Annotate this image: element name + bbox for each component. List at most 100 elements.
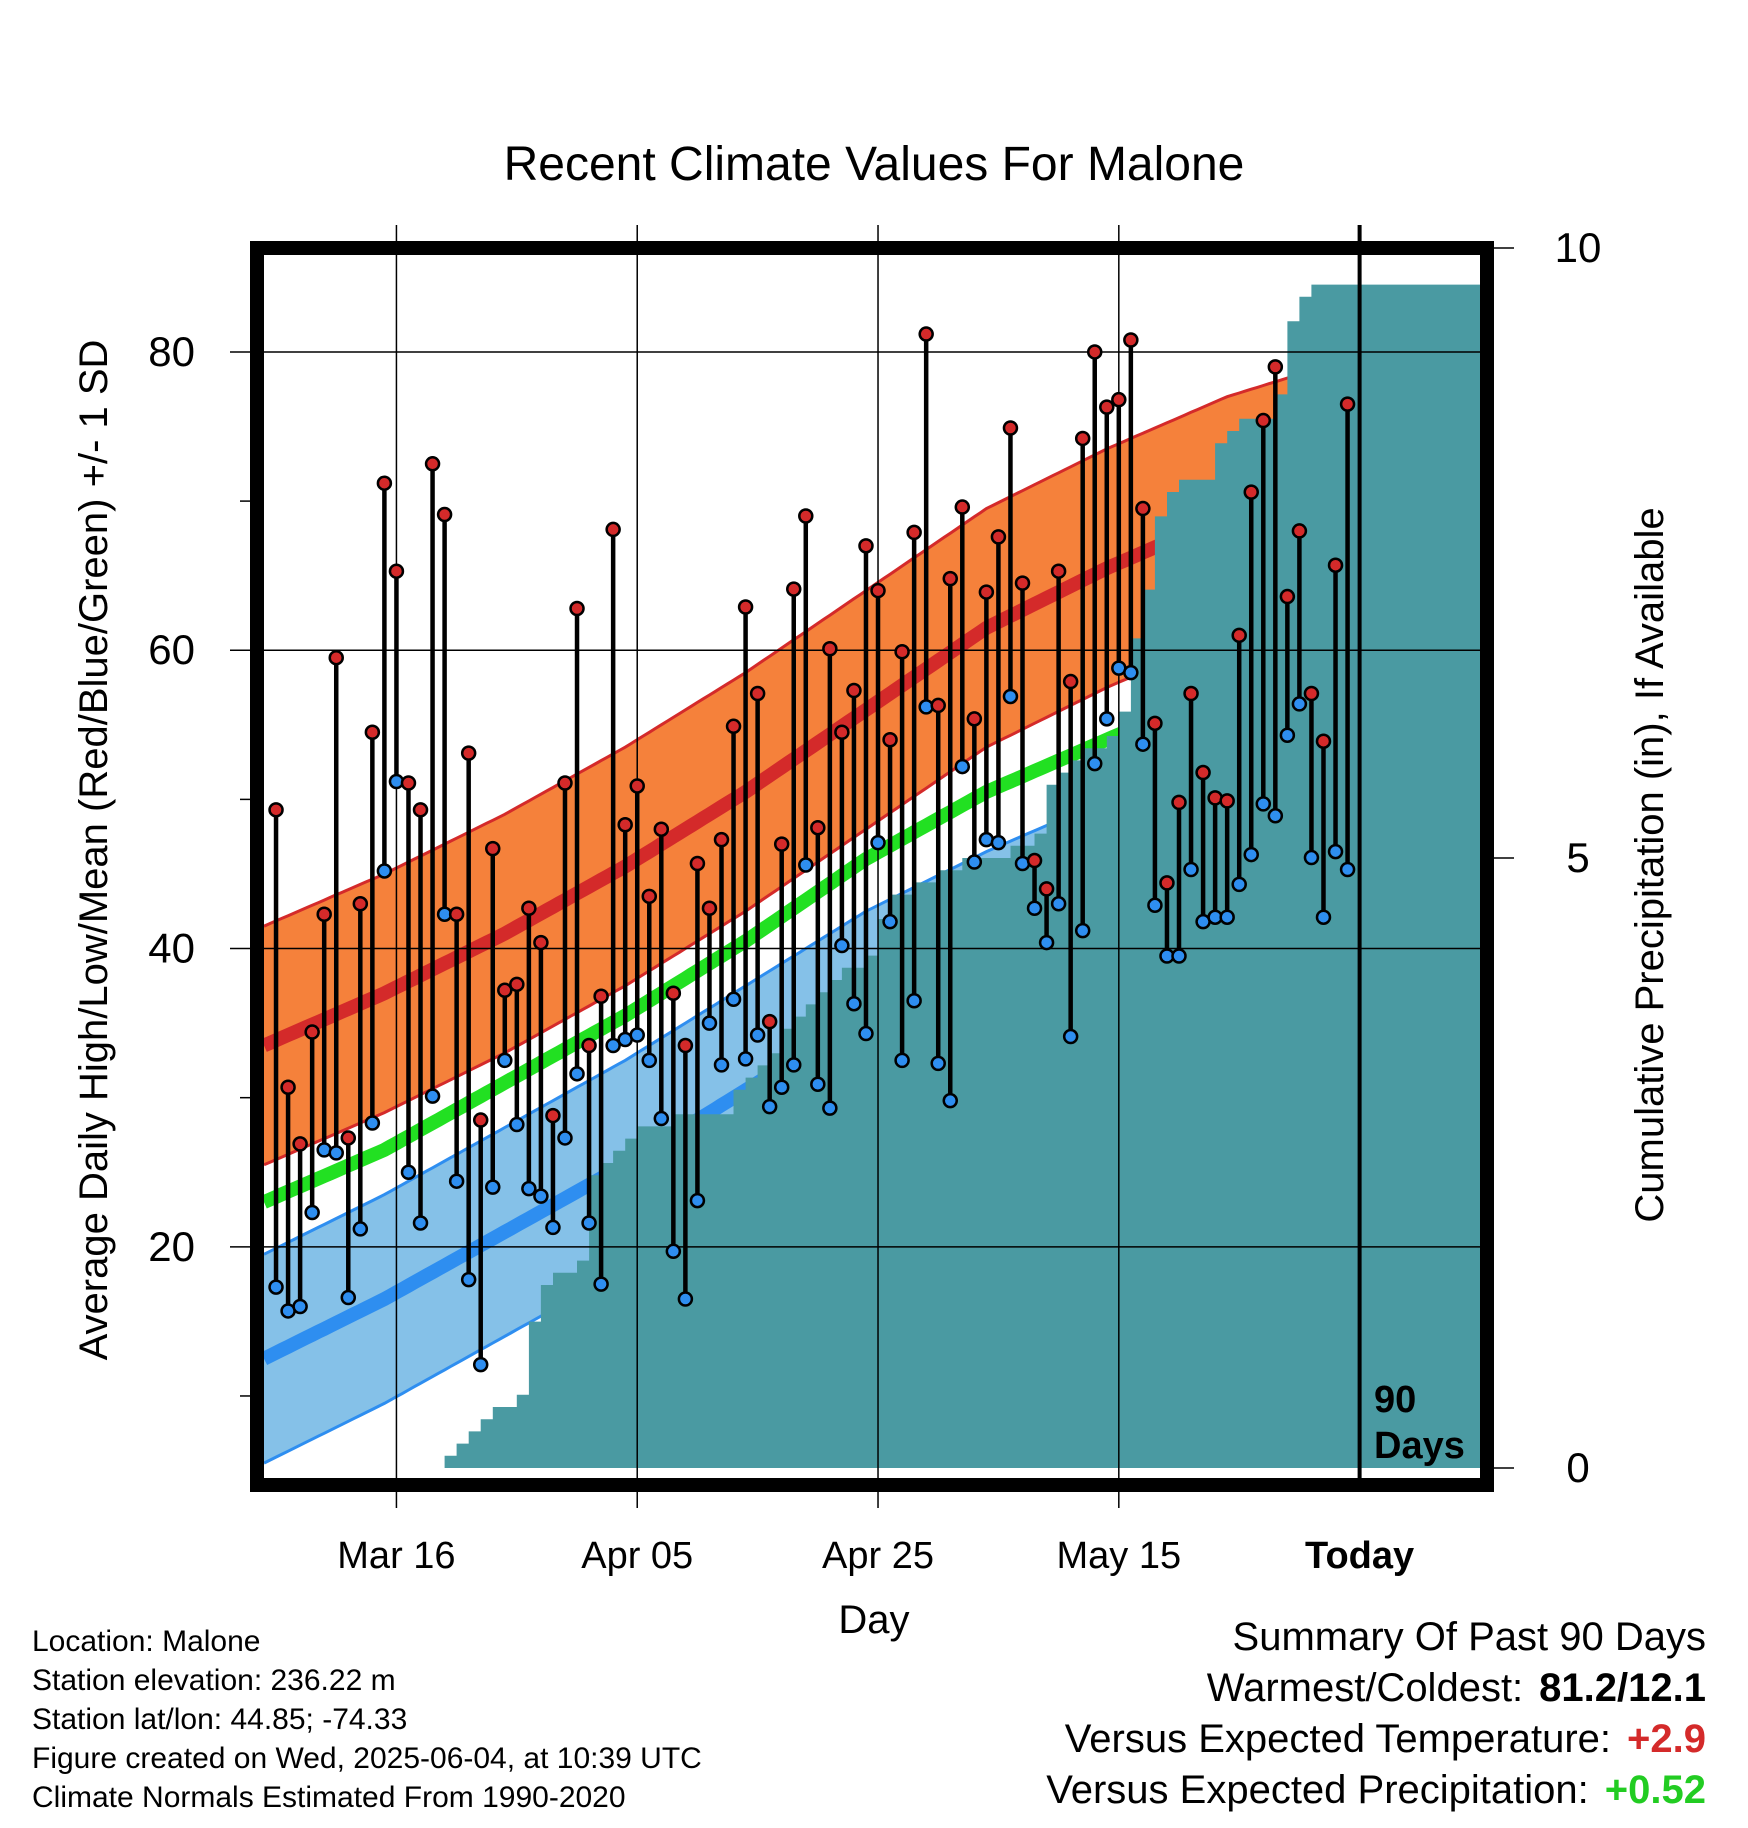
daily-low-point [882, 913, 898, 930]
daily-high-point [436, 506, 453, 523]
daily-high-point [641, 888, 658, 905]
y2-axis-label: Cumulative Precipitation (in), If Availa… [1628, 507, 1672, 1222]
daily-high-point [810, 819, 826, 836]
daily-low-point [569, 1066, 585, 1082]
daily-high-point [798, 508, 814, 524]
temp-anomaly-value: +2.9 [1627, 1717, 1706, 1761]
daily-high-point [870, 582, 886, 599]
daily-low-point [1279, 727, 1296, 744]
daily-high-point [1099, 399, 1115, 415]
daily-high-point [966, 711, 983, 727]
daily-high-point [412, 802, 429, 818]
daily-high-point [376, 475, 393, 491]
summary-precip-row: Versus Expected Precipitation: +0.52 [1046, 1765, 1706, 1816]
daily-low-point [713, 1057, 730, 1073]
daily-high-point [713, 831, 730, 848]
daily-low-point [834, 937, 850, 954]
daily-high-point [653, 821, 670, 837]
daily-high-point [545, 1107, 561, 1124]
daily-low-point [810, 1076, 826, 1093]
warm-cold-value: 81.2/12.1 [1539, 1666, 1706, 1710]
daily-low-point [1267, 808, 1284, 824]
daily-high-point [569, 600, 585, 617]
daily-low-point [785, 1057, 802, 1073]
daily-high-point [316, 906, 332, 922]
daily-low-point [653, 1110, 670, 1127]
daily-low-point [858, 1025, 874, 1042]
daily-low-point [364, 1115, 381, 1131]
daily-low-point [942, 1092, 959, 1109]
daily-high-point [400, 775, 417, 791]
daily-high-point [581, 1037, 597, 1054]
daily-high-point [1171, 794, 1187, 811]
daily-low-point [930, 1055, 946, 1072]
daily-high-point [677, 1037, 694, 1054]
daily-high-point [340, 1130, 357, 1146]
daily-high-point [701, 900, 718, 917]
daily-high-point [737, 599, 754, 615]
daily-high-point [1255, 412, 1272, 429]
daily-low-point [352, 1221, 369, 1237]
daily-high-point [1219, 793, 1235, 809]
daily-high-point [846, 682, 862, 699]
daily-high-point [1111, 391, 1127, 408]
daily-high-point [304, 1024, 320, 1040]
daily-high-point [1038, 881, 1055, 897]
daily-high-point [1026, 852, 1043, 869]
daily-high-point [1147, 715, 1163, 732]
station-info: Location: Malone Station elevation: 236.… [32, 1622, 702, 1817]
daily-high-point [328, 649, 344, 666]
daily-low-point [593, 1276, 609, 1292]
summary-panel: Summary Of Past 90 Days Warmest/Coldest:… [1046, 1612, 1706, 1816]
daily-high-point [605, 521, 621, 538]
daily-high-point [785, 581, 802, 597]
daily-high-point [1159, 875, 1175, 891]
daily-high-point [665, 985, 682, 1002]
daily-low-point [677, 1291, 694, 1307]
daily-low-point [1099, 711, 1115, 727]
x-tick-label: May 15 [1056, 1535, 1181, 1577]
daily-low-point [1074, 922, 1091, 939]
daily-low-point [725, 991, 742, 1007]
daily-low-point [472, 1356, 489, 1373]
daily-high-point [1279, 588, 1296, 605]
summary-warm-cold-row: Warmest/Coldest: 81.2/12.1 [1046, 1663, 1706, 1714]
daily-high-point [1050, 563, 1067, 579]
daily-low-point [376, 863, 393, 879]
daily-low-point [1243, 846, 1259, 863]
daily-high-point [918, 326, 934, 342]
daily-low-point [954, 758, 971, 775]
precip-anomaly-label: Versus Expected Precipitation: [1046, 1768, 1589, 1812]
daily-high-point [822, 640, 838, 657]
y2-tick-label: 0 [1566, 1444, 1589, 1491]
daily-high-point [858, 538, 874, 554]
daily-low-point [509, 1116, 525, 1133]
daily-low-point [424, 1088, 441, 1104]
summary-heading: Summary Of Past 90 Days [1232, 1615, 1706, 1659]
daily-high-point [352, 896, 369, 912]
daily-high-point [268, 802, 284, 818]
daily-high-point [1327, 557, 1344, 573]
daily-high-point [1086, 344, 1103, 360]
y-tick-label: 80 [148, 328, 195, 375]
daily-low-point [533, 1188, 549, 1204]
daily-high-point [472, 1112, 489, 1128]
daily-high-point [834, 724, 850, 741]
figure-created: Figure created on Wed, 2025-06-04, at 10… [32, 1742, 702, 1775]
daily-low-point [1255, 796, 1272, 812]
daily-high-point [1074, 430, 1091, 447]
daily-low-point [761, 1098, 778, 1115]
daily-low-point [1327, 843, 1344, 860]
daily-high-point [364, 724, 381, 741]
daily-low-point [773, 1079, 790, 1095]
precip-anomaly-value: +0.52 [1604, 1768, 1706, 1812]
daily-high-point [1183, 685, 1199, 702]
x-axis-label: Day [838, 1598, 909, 1642]
station-elevation: Station elevation: 236.22 m [32, 1664, 396, 1697]
daily-low-point [521, 1180, 537, 1197]
daily-high-point [882, 731, 898, 748]
daily-high-point [725, 718, 742, 735]
daily-low-point [822, 1100, 838, 1116]
daily-low-point [1219, 909, 1235, 925]
